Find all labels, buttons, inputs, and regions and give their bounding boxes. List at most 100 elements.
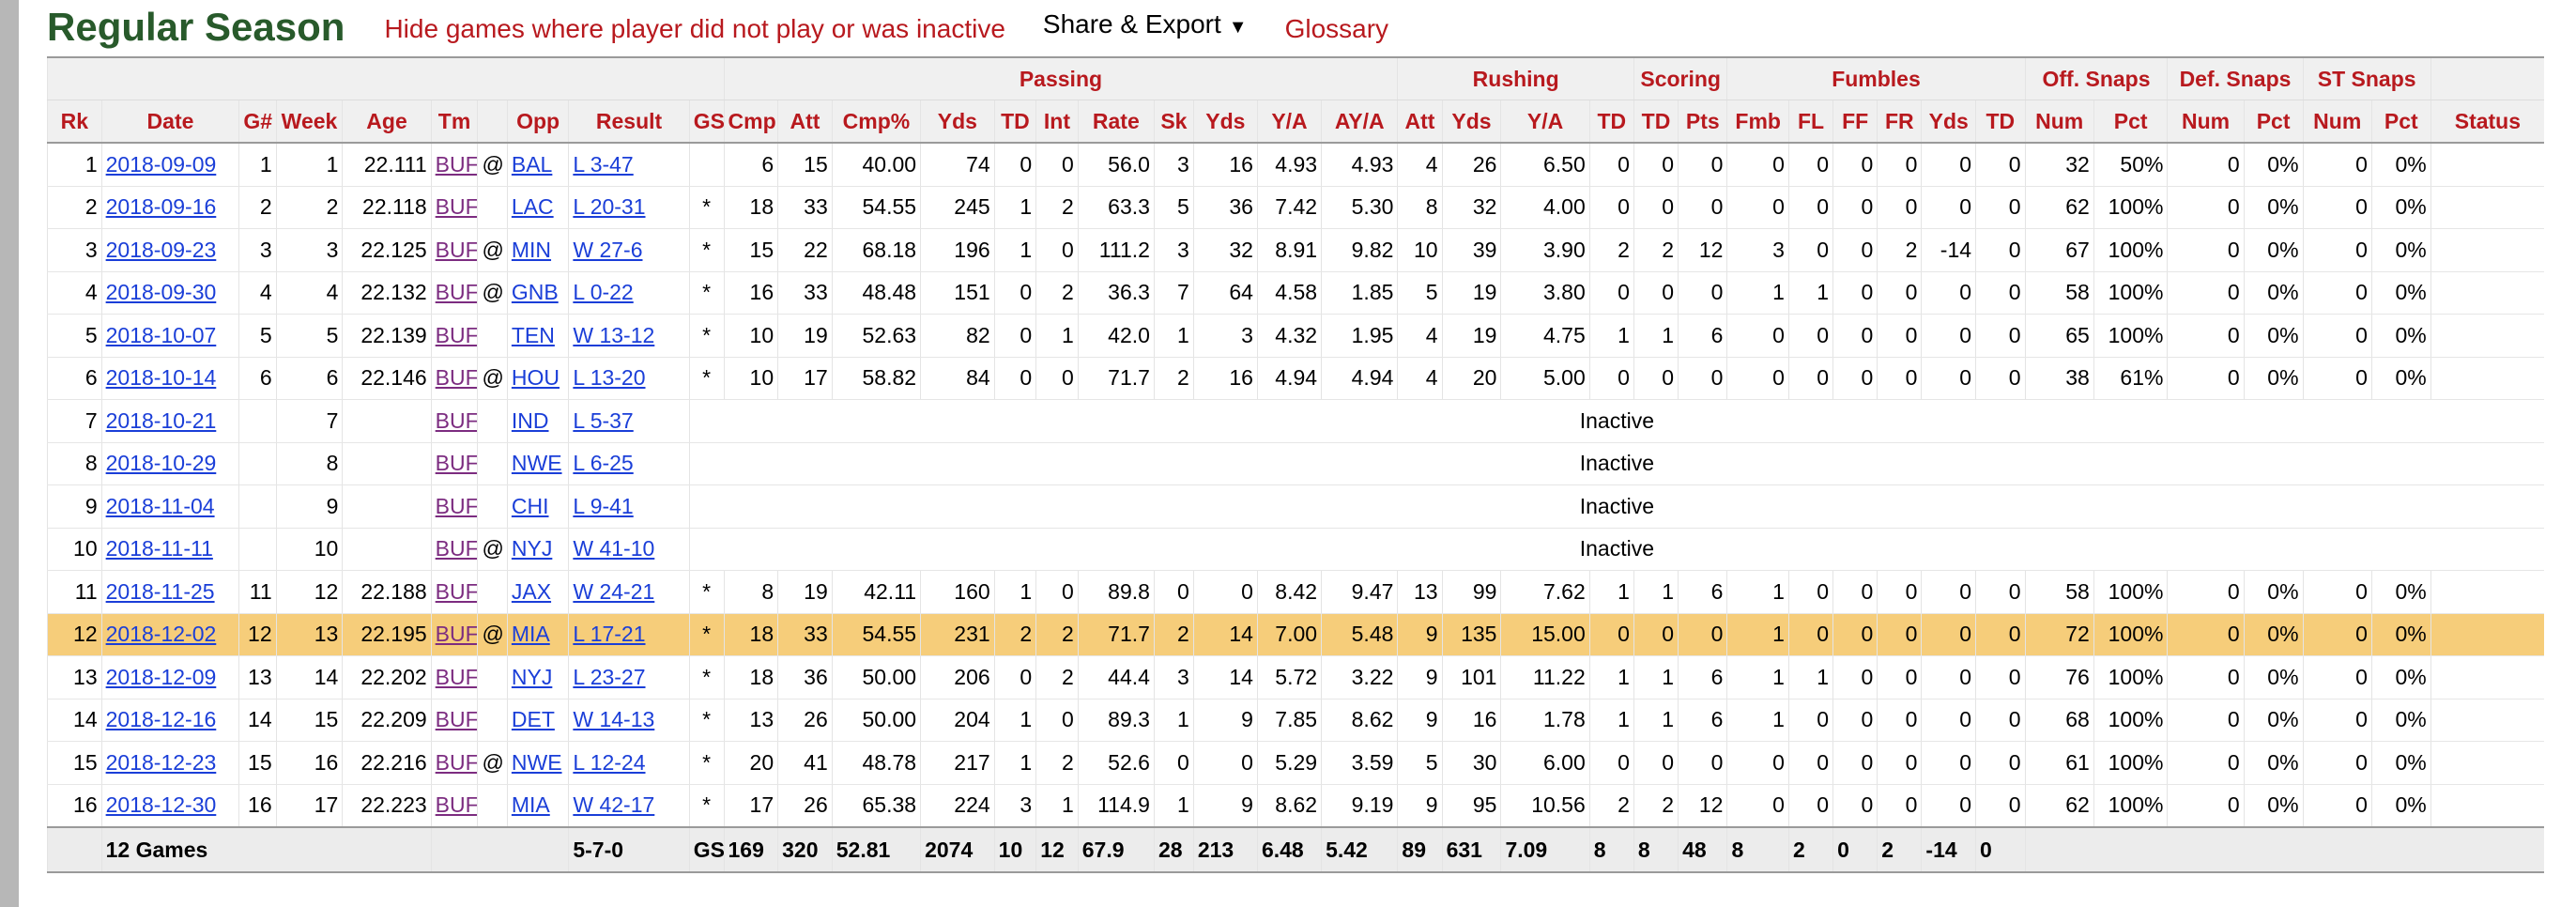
date-link[interactable]: 2018-11-04 bbox=[105, 493, 215, 518]
opponent-link[interactable]: MIA bbox=[511, 622, 550, 647]
column-header[interactable]: Opp bbox=[506, 100, 569, 144]
team-link[interactable]: BUF bbox=[435, 536, 478, 561]
column-header[interactable]: TD bbox=[1633, 100, 1679, 144]
opponent-link[interactable]: NWE bbox=[511, 749, 562, 775]
column-header[interactable]: Pct bbox=[2370, 100, 2431, 144]
column-header[interactable]: Pct bbox=[2243, 100, 2304, 144]
result-link[interactable]: L 3-47 bbox=[573, 151, 634, 177]
result-link[interactable]: L 17-21 bbox=[573, 622, 646, 647]
column-header[interactable]: Cmp bbox=[723, 100, 778, 144]
result-link[interactable]: L 5-37 bbox=[573, 407, 634, 433]
team-link[interactable]: BUF bbox=[435, 280, 478, 305]
column-header[interactable]: Status bbox=[2430, 100, 2544, 144]
column-header[interactable]: GS bbox=[688, 100, 725, 144]
column-header[interactable] bbox=[477, 100, 508, 144]
result-link[interactable]: L 13-20 bbox=[573, 365, 646, 391]
opponent-link[interactable]: IND bbox=[511, 407, 549, 433]
date-link[interactable]: 2018-12-23 bbox=[105, 749, 217, 775]
team-link[interactable]: BUF bbox=[435, 493, 478, 518]
result-link[interactable]: W 42-17 bbox=[573, 792, 655, 818]
column-header[interactable]: Week bbox=[275, 100, 343, 144]
column-header[interactable]: TD bbox=[993, 100, 1036, 144]
column-header[interactable]: Date bbox=[100, 100, 239, 144]
column-header[interactable]: Result bbox=[568, 100, 690, 144]
column-header[interactable]: Yds bbox=[920, 100, 995, 144]
opponent-link[interactable]: NYJ bbox=[511, 536, 553, 561]
date-link[interactable]: 2018-11-25 bbox=[105, 578, 215, 604]
team-link[interactable]: BUF bbox=[435, 664, 478, 689]
opponent-link[interactable]: GNB bbox=[511, 280, 559, 305]
column-header[interactable]: Y/A bbox=[1256, 100, 1322, 144]
team-link[interactable]: BUF bbox=[435, 151, 478, 177]
column-header[interactable]: Yds bbox=[1921, 100, 1976, 144]
team-link[interactable]: BUF bbox=[435, 365, 478, 391]
result-link[interactable]: L 20-31 bbox=[573, 194, 646, 220]
column-header[interactable]: FR bbox=[1877, 100, 1922, 144]
date-link[interactable]: 2018-12-16 bbox=[105, 707, 217, 732]
column-header[interactable]: G# bbox=[238, 100, 277, 144]
column-header[interactable]: Num bbox=[2024, 100, 2094, 144]
team-link[interactable]: BUF bbox=[435, 407, 478, 433]
opponent-link[interactable]: CHI bbox=[511, 493, 549, 518]
opponent-link[interactable]: MIA bbox=[511, 792, 550, 818]
date-link[interactable]: 2018-12-02 bbox=[105, 622, 217, 647]
column-header[interactable]: Yds bbox=[1192, 100, 1258, 144]
column-header[interactable]: TD bbox=[1975, 100, 2026, 144]
team-link[interactable]: BUF bbox=[435, 451, 478, 476]
opponent-link[interactable]: HOU bbox=[511, 365, 560, 391]
column-header[interactable]: Y/A bbox=[1500, 100, 1590, 144]
opponent-link[interactable]: NYJ bbox=[511, 664, 553, 689]
team-link[interactable]: BUF bbox=[435, 194, 478, 220]
team-link[interactable]: BUF bbox=[435, 749, 478, 775]
column-header[interactable]: Tm bbox=[430, 100, 478, 144]
opponent-link[interactable]: MIN bbox=[511, 237, 552, 262]
result-link[interactable]: W 27-6 bbox=[573, 237, 643, 262]
column-header[interactable]: Rate bbox=[1077, 100, 1155, 144]
column-header[interactable]: Cmp% bbox=[831, 100, 921, 144]
column-header[interactable]: Age bbox=[342, 100, 432, 144]
date-link[interactable]: 2018-09-16 bbox=[105, 194, 217, 220]
team-link[interactable]: BUF bbox=[435, 622, 478, 647]
team-link[interactable]: BUF bbox=[435, 322, 478, 347]
result-link[interactable]: W 24-21 bbox=[573, 578, 655, 604]
result-link[interactable]: W 14-13 bbox=[573, 707, 655, 732]
column-header[interactable]: Int bbox=[1035, 100, 1079, 144]
date-link[interactable]: 2018-10-29 bbox=[105, 451, 217, 476]
result-link[interactable]: W 13-12 bbox=[573, 322, 655, 347]
opponent-link[interactable]: LAC bbox=[511, 194, 554, 220]
date-link[interactable]: 2018-09-09 bbox=[105, 151, 217, 177]
result-link[interactable]: L 0-22 bbox=[573, 280, 634, 305]
opponent-link[interactable]: TEN bbox=[511, 322, 555, 347]
opponent-link[interactable]: BAL bbox=[511, 151, 553, 177]
glossary-link[interactable]: Glossary bbox=[1284, 14, 1389, 43]
column-header[interactable]: Num bbox=[2167, 100, 2245, 144]
result-link[interactable]: W 41-10 bbox=[573, 536, 655, 561]
team-link[interactable]: BUF bbox=[435, 578, 478, 604]
date-link[interactable]: 2018-12-30 bbox=[105, 792, 217, 818]
share-export-menu[interactable]: Share & Export ▼ bbox=[1043, 10, 1248, 47]
team-link[interactable]: BUF bbox=[435, 792, 478, 818]
date-link[interactable]: 2018-10-07 bbox=[105, 322, 217, 347]
hide-games-link[interactable]: Hide games where player did not play or … bbox=[384, 14, 1005, 43]
column-header[interactable]: Fmb bbox=[1726, 100, 1789, 144]
date-link[interactable]: 2018-11-11 bbox=[105, 536, 213, 561]
opponent-link[interactable]: JAX bbox=[511, 578, 552, 604]
result-link[interactable]: L 6-25 bbox=[573, 451, 634, 476]
column-header[interactable]: Yds bbox=[1441, 100, 1501, 144]
column-header[interactable]: Rk bbox=[47, 100, 102, 144]
team-link[interactable]: BUF bbox=[435, 707, 478, 732]
result-link[interactable]: L 12-24 bbox=[573, 749, 646, 775]
column-header[interactable]: TD bbox=[1588, 100, 1634, 144]
date-link[interactable]: 2018-09-23 bbox=[105, 237, 217, 262]
date-link[interactable]: 2018-10-14 bbox=[105, 365, 217, 391]
date-link[interactable]: 2018-10-21 bbox=[105, 407, 217, 433]
column-header[interactable]: Pts bbox=[1678, 100, 1727, 144]
column-header[interactable]: Num bbox=[2302, 100, 2372, 144]
column-header[interactable]: Sk bbox=[1153, 100, 1194, 144]
date-link[interactable]: 2018-12-09 bbox=[105, 664, 217, 689]
opponent-link[interactable]: DET bbox=[511, 707, 555, 732]
opponent-link[interactable]: NWE bbox=[511, 451, 562, 476]
result-link[interactable]: L 9-41 bbox=[573, 493, 634, 518]
team-link[interactable]: BUF bbox=[435, 237, 478, 262]
column-header[interactable]: Pct bbox=[2093, 100, 2168, 144]
